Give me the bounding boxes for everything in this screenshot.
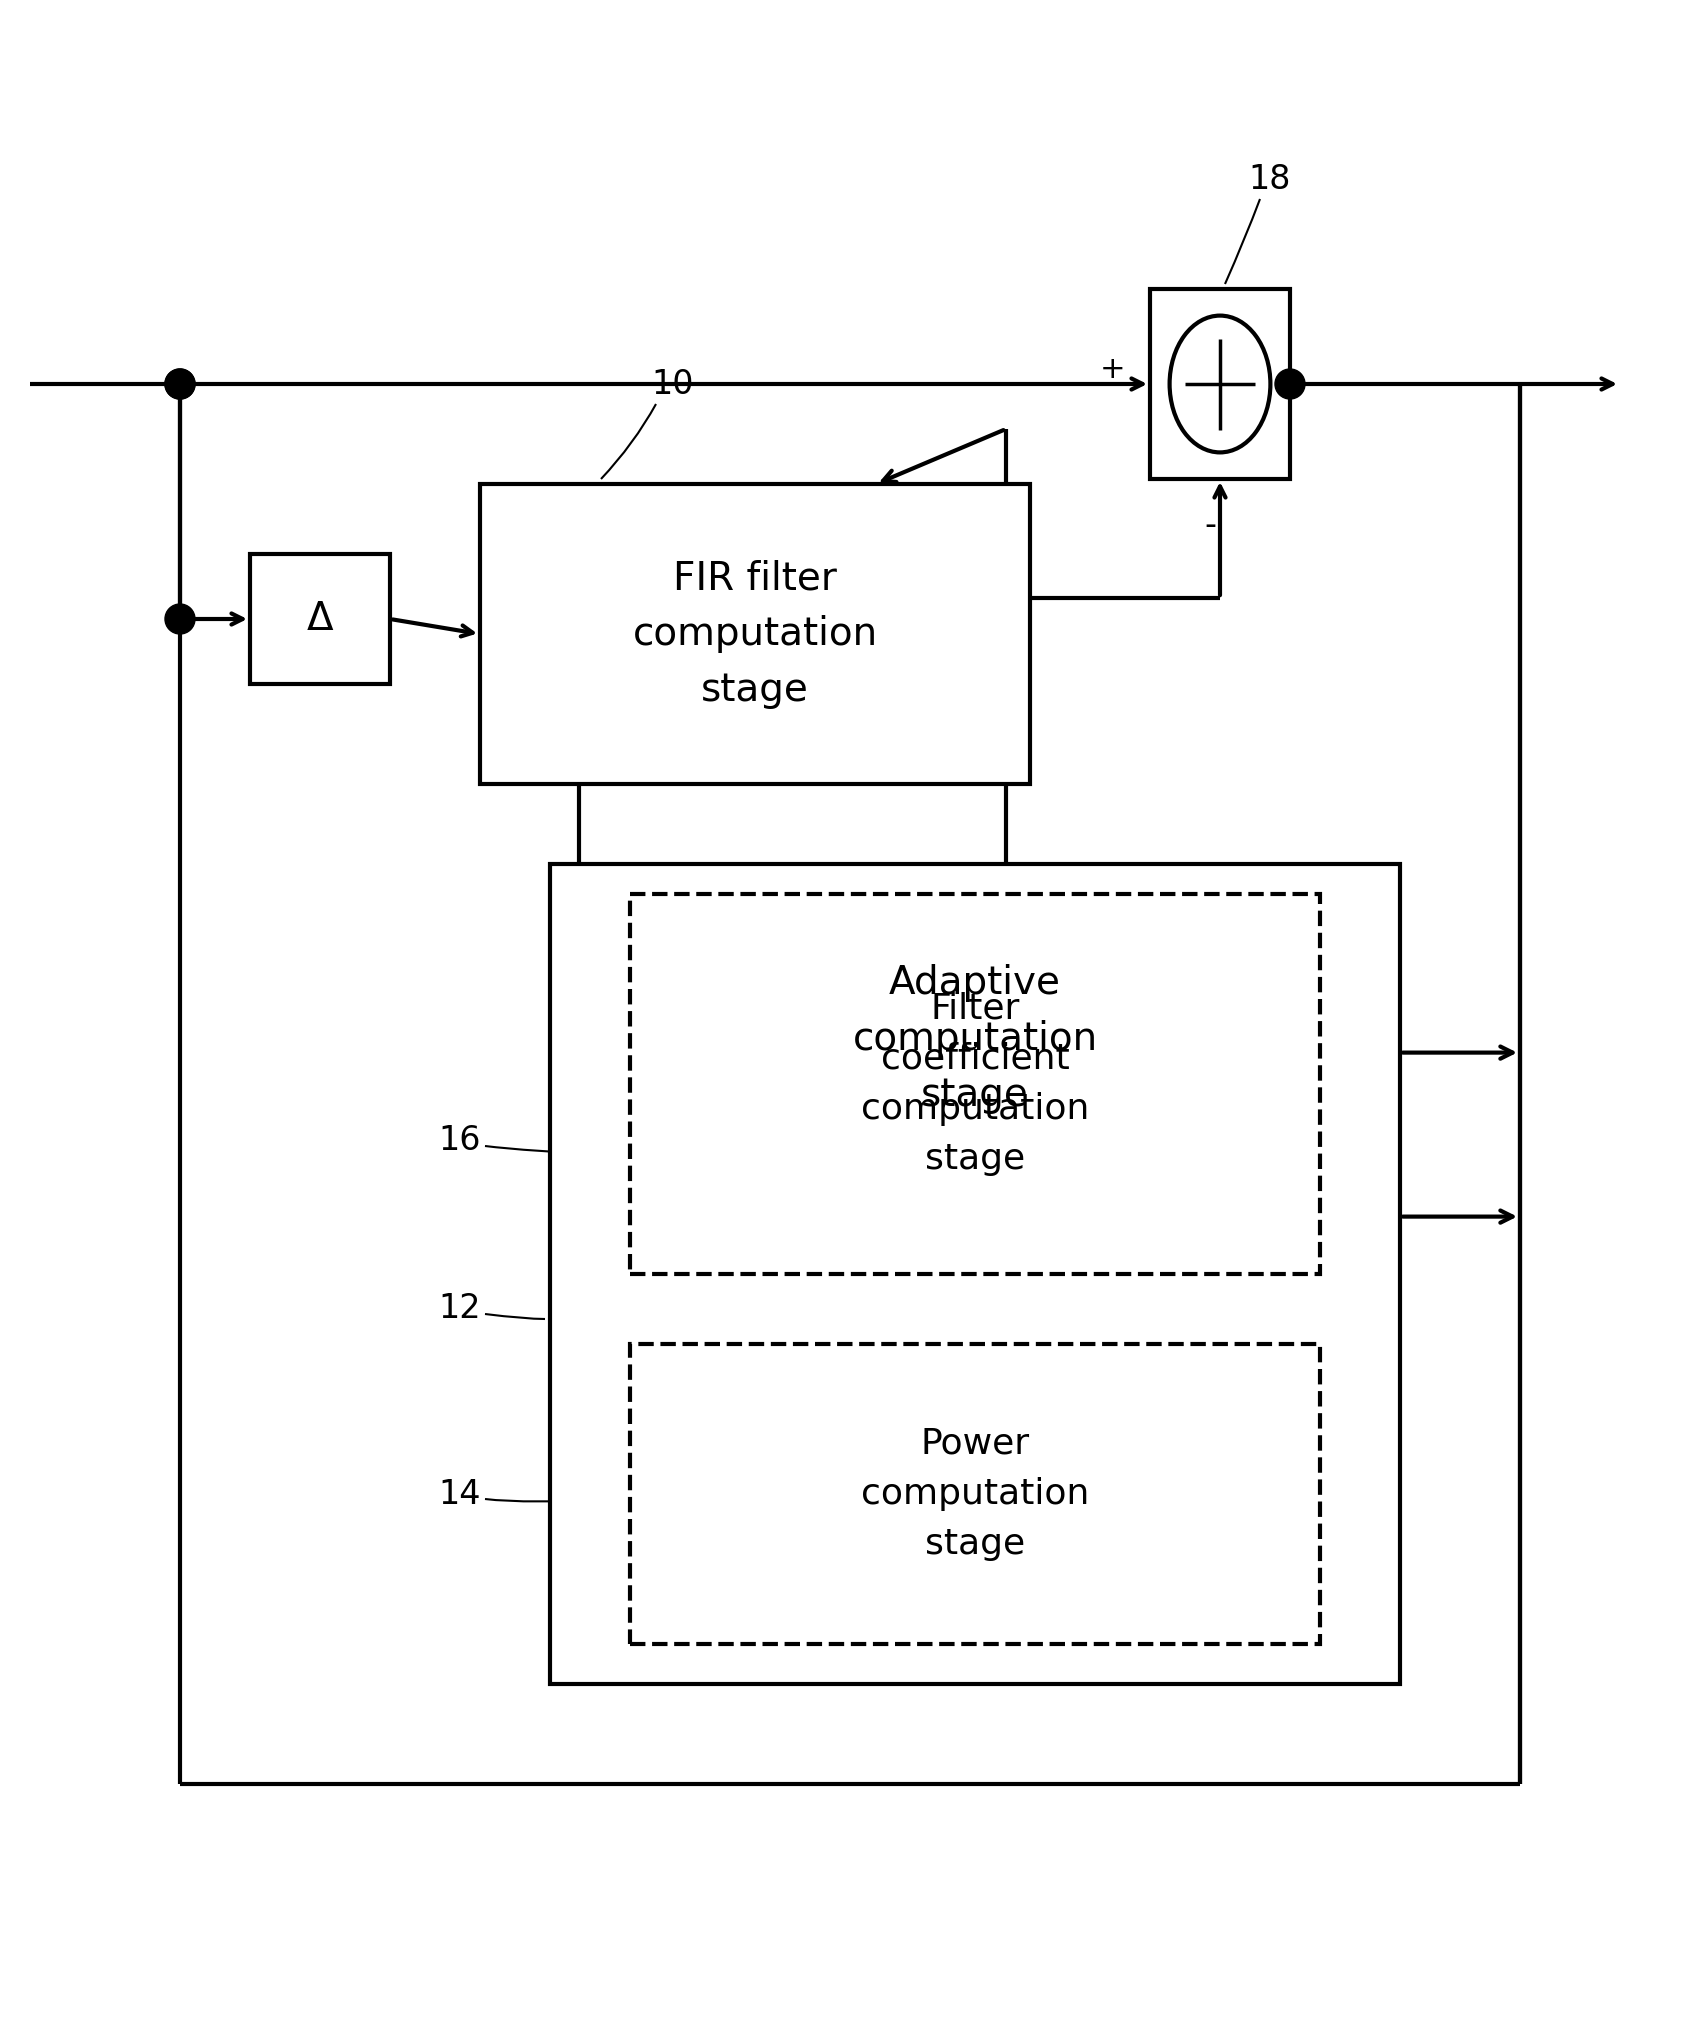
Ellipse shape <box>1169 315 1270 452</box>
Bar <box>630 1344 1320 1643</box>
Bar <box>249 553 389 683</box>
Text: 10: 10 <box>650 368 693 401</box>
Circle shape <box>166 368 195 399</box>
Text: Δ: Δ <box>307 600 333 639</box>
Text: +: + <box>1099 354 1125 384</box>
Circle shape <box>1273 368 1304 399</box>
Text: 18: 18 <box>1248 163 1290 195</box>
Bar <box>550 864 1400 1684</box>
Bar <box>480 484 1029 783</box>
Bar <box>1149 289 1289 478</box>
Text: 12: 12 <box>439 1292 481 1326</box>
Bar <box>630 895 1320 1273</box>
Text: FIR filter
computation
stage: FIR filter computation stage <box>632 559 877 710</box>
Text: Power
computation
stage: Power computation stage <box>860 1426 1089 1562</box>
Circle shape <box>166 368 195 399</box>
Text: Adaptive
computation
stage: Adaptive computation stage <box>852 964 1098 1115</box>
Text: 16: 16 <box>439 1125 481 1157</box>
Text: 14: 14 <box>439 1477 481 1511</box>
Circle shape <box>166 604 195 635</box>
Text: Filter
coefficient
computation
stage: Filter coefficient computation stage <box>860 993 1089 1176</box>
Text: -: - <box>1203 508 1215 541</box>
